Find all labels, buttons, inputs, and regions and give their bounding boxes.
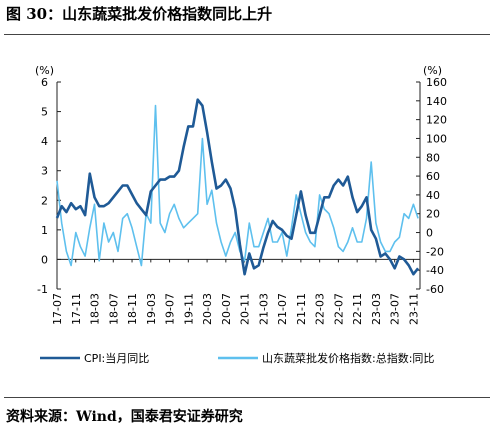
x-tick-label: 18-11 bbox=[126, 293, 139, 325]
y-right-tick-label: 20 bbox=[426, 208, 440, 221]
axes: -10123456(%)-60-40-200204060801001201401… bbox=[35, 64, 447, 325]
y-right-tick-label: 80 bbox=[426, 151, 440, 164]
x-tick-label: 22-11 bbox=[351, 293, 364, 325]
y-left-tick-label: 3 bbox=[41, 165, 48, 178]
y-right-unit: (%) bbox=[423, 64, 442, 77]
x-tick-label: 18-07 bbox=[107, 293, 120, 325]
x-tick-label: 22-07 bbox=[332, 293, 345, 325]
x-tick-label: 20-11 bbox=[239, 293, 252, 325]
y-right-tick-label: 40 bbox=[426, 189, 440, 202]
top-rule bbox=[4, 34, 490, 35]
y-left-tick-label: -1 bbox=[37, 283, 48, 296]
x-tick-label: 21-11 bbox=[295, 293, 308, 325]
y-right-tick-label: -40 bbox=[426, 264, 444, 277]
x-tick-label: 23-11 bbox=[407, 293, 420, 325]
y-left-tick-label: 0 bbox=[41, 253, 48, 266]
series-line-cpi bbox=[55, 98, 420, 276]
x-tick-label: 22-03 bbox=[314, 293, 327, 325]
y-left-tick-label: 4 bbox=[41, 135, 48, 148]
source-note: 资料来源：Wind，国泰君安证券研究 bbox=[6, 409, 243, 425]
y-left-tick-label: 2 bbox=[41, 194, 48, 207]
x-tick-label: 17-07 bbox=[51, 293, 64, 325]
x-tick-label: 21-07 bbox=[276, 293, 289, 325]
legend-label: 山东蔬菜批发价格指数:总指数:同比 bbox=[262, 351, 434, 365]
bottom-rule bbox=[4, 397, 490, 398]
x-tick-label: 19-03 bbox=[145, 293, 158, 325]
y-right-tick-label: 0 bbox=[426, 227, 433, 240]
series-line-vegetable-index bbox=[56, 104, 419, 267]
x-tick-label: 23-03 bbox=[370, 293, 383, 325]
x-tick-label: 18-03 bbox=[89, 293, 102, 325]
y-left-unit: (%) bbox=[35, 64, 54, 77]
y-left-tick-label: 6 bbox=[41, 76, 48, 89]
x-tick-label: 20-03 bbox=[201, 293, 214, 325]
chart: -10123456(%)-60-40-200204060801001201401… bbox=[35, 64, 447, 365]
figure-title: 图 30：山东蔬菜批发价格指数同比上升 bbox=[6, 5, 273, 23]
y-right-tick-label: 100 bbox=[426, 132, 447, 145]
y-left-tick-label: 1 bbox=[41, 224, 48, 237]
series-layer bbox=[55, 98, 420, 276]
y-left-tick-label: 5 bbox=[41, 106, 48, 119]
y-right-tick-label: -20 bbox=[426, 245, 444, 258]
x-tick-label: 21-03 bbox=[257, 293, 270, 325]
y-right-tick-label: -60 bbox=[426, 283, 444, 296]
legend-label: CPI:当月同比 bbox=[84, 351, 149, 365]
x-tick-label: 19-11 bbox=[182, 293, 195, 325]
x-tick-label: 20-07 bbox=[220, 293, 233, 325]
x-tick-label: 19-07 bbox=[164, 293, 177, 325]
legend: CPI:当月同比 山东蔬菜批发价格指数:总指数:同比 bbox=[40, 351, 434, 365]
x-tick-label: 17-11 bbox=[70, 293, 83, 325]
y-right-tick-label: 60 bbox=[426, 170, 440, 183]
x-tick-label: 23-07 bbox=[389, 293, 402, 325]
y-right-tick-label: 160 bbox=[426, 76, 447, 89]
y-right-tick-label: 140 bbox=[426, 95, 447, 108]
y-right-tick-label: 120 bbox=[426, 114, 447, 127]
